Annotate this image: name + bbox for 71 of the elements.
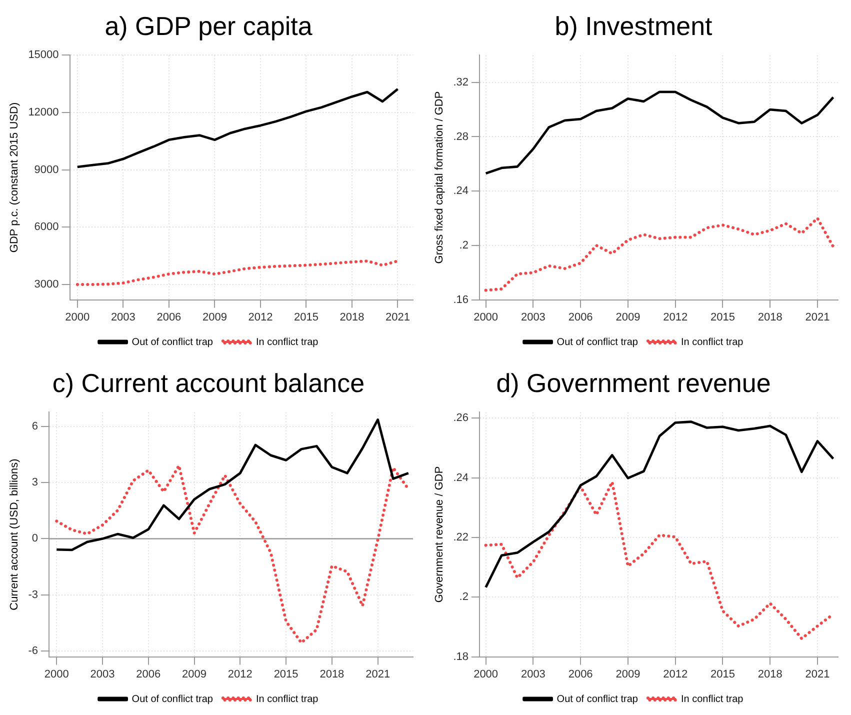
x-tick-label: 2003 xyxy=(520,668,546,680)
y-tick-label: .28 xyxy=(453,130,468,143)
legend-label: In conflict trap xyxy=(680,336,744,348)
x-tick-label: 2015 xyxy=(294,311,318,324)
legend-label: Out of conflict trap xyxy=(132,694,214,705)
x-tick-label: 2009 xyxy=(616,311,640,324)
line-series xyxy=(55,464,410,644)
x-tick-label: 2018 xyxy=(340,311,364,324)
x-tick-label: 2006 xyxy=(136,668,161,680)
y-tick-label: 6000 xyxy=(34,221,59,234)
y-tick-label: .24 xyxy=(453,472,468,484)
chart-title: c) Current account balance xyxy=(52,368,365,398)
x-tick-label: 2003 xyxy=(520,311,546,324)
y-tick-label: .2 xyxy=(459,591,468,604)
x-tick-label: 2009 xyxy=(616,668,640,680)
x-tick-label: 2000 xyxy=(65,311,90,324)
chart-title: b) Investment xyxy=(554,10,714,41)
legend-label: In conflict trap xyxy=(256,336,319,348)
y-tick-label: 6 xyxy=(32,420,38,432)
x-tick-label: 2012 xyxy=(663,668,688,680)
y-tick-label: .32 xyxy=(453,76,468,88)
x-tick-label: 2012 xyxy=(248,311,273,324)
x-tick-label: 2006 xyxy=(568,668,593,680)
y-tick-label: .2 xyxy=(459,239,468,252)
x-tick-label: 2000 xyxy=(44,668,69,680)
x-tick-label: 2000 xyxy=(474,668,498,680)
y-tick-label: 12000 xyxy=(28,106,59,119)
y-tick-label: 9000 xyxy=(34,164,59,176)
x-tick-label: 2009 xyxy=(182,668,207,680)
x-tick-label: 2018 xyxy=(320,668,344,680)
line-series xyxy=(76,260,400,286)
x-tick-label: 2018 xyxy=(758,311,782,324)
y-axis-title: GDP p.c. (constant 2015 USD) xyxy=(8,102,21,253)
y-tick-label: -6 xyxy=(28,645,38,658)
y-tick-label: 3 xyxy=(32,476,38,489)
y-tick-label: -3 xyxy=(28,588,38,601)
y-tick-label: .16 xyxy=(453,294,468,306)
y-axis-title: Current account (USD, billions) xyxy=(8,458,21,610)
x-tick-label: 2006 xyxy=(156,311,182,324)
x-tick-label: 2012 xyxy=(663,311,688,324)
x-tick-label: 2015 xyxy=(710,311,735,324)
legend-label: Out of conflict trap xyxy=(556,336,638,348)
x-tick-label: 2009 xyxy=(202,311,227,324)
x-tick-label: 2021 xyxy=(386,311,410,324)
y-tick-label: .22 xyxy=(453,532,468,544)
x-tick-label: 2003 xyxy=(110,311,136,324)
x-tick-label: 2021 xyxy=(805,668,830,680)
line-series xyxy=(484,216,835,292)
legend-label: In conflict trap xyxy=(680,694,744,705)
x-tick-label: 2015 xyxy=(274,668,298,680)
x-tick-label: 2000 xyxy=(474,311,498,324)
x-tick-label: 2012 xyxy=(228,668,252,680)
x-tick-label: 2003 xyxy=(90,668,115,680)
chart-title: a) GDP per capita xyxy=(104,10,313,41)
y-tick-label: .24 xyxy=(453,185,468,198)
legend-label: In conflict trap xyxy=(256,694,319,705)
y-tick-label: .18 xyxy=(453,650,468,663)
x-tick-label: 2021 xyxy=(366,668,390,680)
legend-label: Out of conflict trap xyxy=(556,694,638,705)
y-axis-title: Gross fixed capital formation / GDP xyxy=(434,91,446,264)
y-axis-title: Government revenue / GDP xyxy=(434,466,446,603)
y-tick-label: 3000 xyxy=(34,278,59,291)
x-tick-label: 2018 xyxy=(758,668,782,680)
y-tick-label: 0 xyxy=(32,532,38,545)
x-tick-label: 2006 xyxy=(568,311,593,324)
x-tick-label: 2015 xyxy=(710,668,735,680)
chart-title: d) Government revenue xyxy=(496,368,771,398)
y-tick-label: .26 xyxy=(453,412,468,424)
y-tick-label: 15000 xyxy=(28,49,59,62)
legend-label: Out of conflict trap xyxy=(132,336,214,348)
x-tick-label: 2021 xyxy=(805,311,830,324)
